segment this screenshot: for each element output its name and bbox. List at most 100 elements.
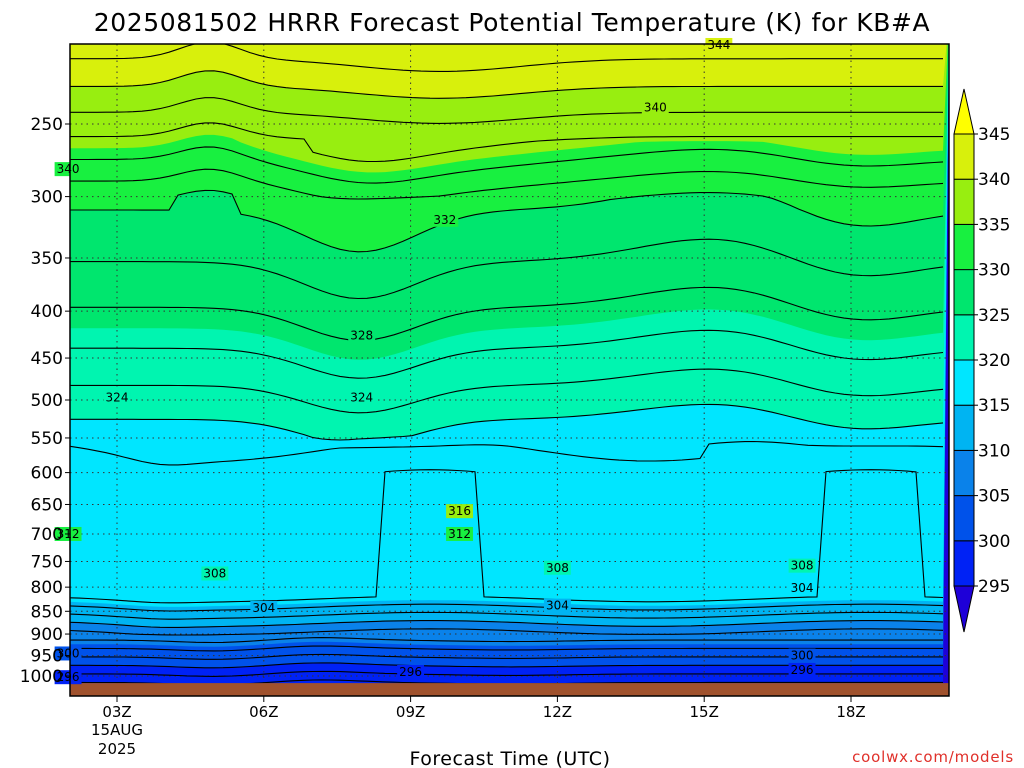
colorbar-label: 300 xyxy=(978,532,1010,552)
contour-338 xyxy=(70,97,943,124)
x-tick-label: 06Z xyxy=(249,703,278,721)
contour-318 xyxy=(70,440,944,466)
contour-label-background xyxy=(54,646,82,661)
contour-322 xyxy=(70,368,944,414)
contour-label: 312 xyxy=(448,527,471,541)
colorbar-label: 315 xyxy=(978,396,1010,416)
contour-label-background xyxy=(788,662,816,677)
contour-label: 340 xyxy=(57,162,80,176)
colorbar-label: 325 xyxy=(978,306,1010,326)
contour-label: 296 xyxy=(791,663,814,677)
colorbar-label: 295 xyxy=(978,577,1010,597)
y-tick-label: 350 xyxy=(31,249,63,269)
colorbar-swatch-310 xyxy=(953,404,975,451)
colorbar-swatch-335 xyxy=(953,178,975,225)
contour-330 xyxy=(70,189,944,253)
contour-304 xyxy=(70,645,943,652)
colorbar-label: 305 xyxy=(978,487,1010,507)
contour-292 xyxy=(70,697,943,702)
contour-label: 324 xyxy=(350,391,373,405)
contour-label: 304 xyxy=(252,601,275,615)
band-340 xyxy=(70,44,947,99)
y-tick-label: 750 xyxy=(31,552,63,572)
contour-label-background xyxy=(54,670,82,685)
contour-label: 328 xyxy=(350,328,373,342)
y-tick-label: 700 xyxy=(31,525,63,545)
y-tick-label: 400 xyxy=(31,302,63,322)
contour-label-background xyxy=(54,162,82,177)
contour-332 xyxy=(70,168,944,200)
y-tick-label: 650 xyxy=(31,495,63,515)
y-tick-label: 1000 xyxy=(20,667,63,687)
contour-label-background xyxy=(446,526,473,541)
y-tick-label: 450 xyxy=(31,349,63,369)
x-tick-label: 12Z xyxy=(543,703,572,721)
contour-label-background xyxy=(788,558,816,573)
y-tick-label: 250 xyxy=(31,115,63,135)
date-label-year: 2025 xyxy=(98,740,136,758)
colorbar-label: 320 xyxy=(978,351,1010,371)
colorbar-swatch-325 xyxy=(953,269,975,316)
colorbar-swatch-340 xyxy=(953,133,975,180)
contour-label: 308 xyxy=(791,559,814,573)
contour-306 xyxy=(70,637,943,644)
contour-336 xyxy=(70,122,943,163)
contour-label-background xyxy=(103,390,131,405)
contour-326 xyxy=(70,286,944,341)
contour-label: 296 xyxy=(57,670,80,684)
contour-328 xyxy=(70,238,944,300)
x-axis: 03Z 06Z 09Z 12Z 15Z 18Z xyxy=(102,696,866,721)
x-tick-label: 18Z xyxy=(836,703,865,721)
contour-312 xyxy=(70,611,944,620)
contour-340 xyxy=(70,70,943,99)
colorbar-swatch-305 xyxy=(953,449,975,497)
contour-label: 340 xyxy=(644,101,667,115)
contour-label: 300 xyxy=(791,649,814,663)
contour-334 xyxy=(70,146,944,184)
contour-label-background xyxy=(397,664,425,679)
colorbar-label: 345 xyxy=(978,125,1010,145)
colorbar-swatch-330 xyxy=(953,223,975,271)
contour-label: 308 xyxy=(546,561,569,575)
colorbar-swatch-295 xyxy=(953,540,975,587)
contour-label-background xyxy=(446,504,473,519)
contour-label: 300 xyxy=(57,646,80,660)
y-tick-label: 550 xyxy=(31,429,63,449)
credit-text: coolwx.com/models xyxy=(852,748,1014,766)
x-tick-label: 03Z xyxy=(102,703,131,721)
x-tick-label: 15Z xyxy=(690,703,719,721)
y-tick-label: 800 xyxy=(31,578,63,598)
contour-label: 324 xyxy=(106,391,129,405)
colorbar-swatch-300 xyxy=(953,495,975,542)
plot-frame xyxy=(69,43,950,697)
contour-label-background xyxy=(201,566,229,581)
contour-label: 304 xyxy=(546,599,569,613)
contour-316 xyxy=(70,469,944,604)
chart-title: 2025081502 HRRR Forecast Potential Tempe… xyxy=(94,8,931,37)
x-tick-label: 09Z xyxy=(396,703,425,721)
y-tick-label: 600 xyxy=(31,464,63,484)
colorbar-extend-low xyxy=(953,585,975,633)
contour-label-background xyxy=(431,212,459,227)
colorbar-swatch-320 xyxy=(953,314,975,361)
y-tick-label: 950 xyxy=(31,647,63,667)
x-axis-label: Forecast Time (UTC) xyxy=(410,748,611,768)
contour-342 xyxy=(70,44,943,72)
contour-label-background xyxy=(348,328,376,343)
colorbar-label: 340 xyxy=(978,170,1010,190)
contour-label: 316 xyxy=(448,504,471,518)
contour-label-background xyxy=(788,648,816,663)
contour-label: 304 xyxy=(791,581,814,595)
contour-label: 308 xyxy=(203,566,226,580)
contour-label-background xyxy=(348,390,376,405)
contour-label-background xyxy=(788,581,816,596)
colorbar-swatch-315 xyxy=(953,359,975,406)
y-tick-label: 500 xyxy=(31,391,63,411)
filled-contours xyxy=(70,44,949,696)
contour-310 xyxy=(70,620,944,628)
y-tick-label: 900 xyxy=(31,625,63,645)
contour-label: 296 xyxy=(399,665,422,679)
